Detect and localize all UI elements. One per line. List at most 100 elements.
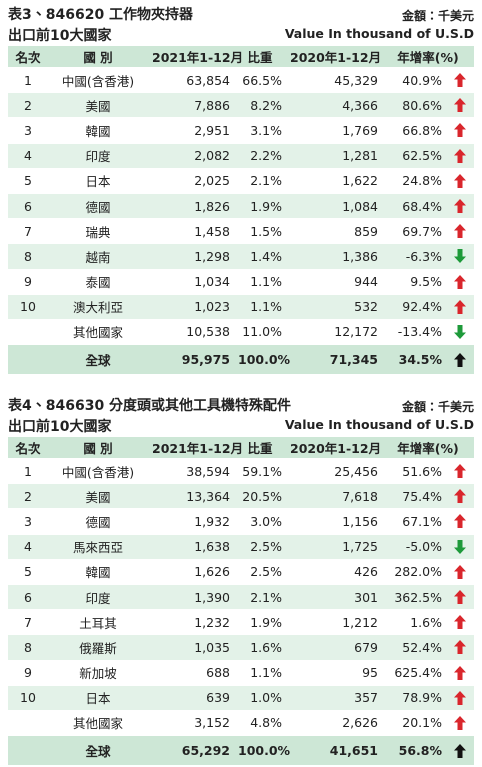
arrow-shape [454,665,466,680]
table-cell: 俄羅斯 [48,634,148,661]
trend-arrow [454,690,466,705]
arrow-cell [446,218,475,245]
trend-arrow [454,640,466,655]
data-row: 7 瑞典 1,458 1.5% 859 69.7% [8,218,475,245]
table-cell: 45,329 [286,67,382,94]
trend-arrow [454,73,466,88]
table-cell: 7,886 [148,92,234,119]
unit-label-en: Value In thousand of U.S.D [284,26,474,41]
arrow-shape [454,249,466,264]
table-cell: -13.4% [382,319,446,346]
data-row: 1 中國(含香港) 63,854 66.5% 45,329 40.9% [8,67,475,94]
trend-arrow [454,148,466,163]
table-cell: 8.2% [234,92,286,119]
header-row: 名次國 別 2021年1-12月 比重 2020年1-12月 年增率(%) [8,437,475,459]
table-cell: 40.9% [382,67,446,94]
table-cell: 63,854 [148,67,234,94]
total-row: 全球 65,292 100.0% 41,651 56.8% [8,735,475,767]
table-subtitle: 出口前10大國家 [8,419,112,435]
table-cell: 美國 [48,483,148,510]
column-header: 名次 [8,46,48,68]
table-cell: -6.3% [382,243,446,270]
table-cell: 越南 [48,243,148,270]
table-cell: 日本 [48,168,148,194]
arrow-shape [454,324,466,339]
arrow-shape [454,352,466,367]
table-cell: 1,386 [286,243,382,270]
table-cell: 5 [8,168,48,194]
table-cell: 德國 [48,508,148,535]
table-cell: 69.7% [382,218,446,245]
trend-arrow [454,123,466,138]
column-header: 名次 [8,437,48,459]
table-cell: 10,538 [148,319,234,346]
table-cell: 639 [148,685,234,711]
table-cell: 1.1% [234,660,286,686]
column-header: 國 別 [48,437,148,459]
empty-cell [8,710,48,737]
column-header: 年增率(%) [382,437,475,459]
table-cell: 59.1% [234,458,286,485]
table-cell: 1,156 [286,508,382,535]
table-cell: 13,364 [148,483,234,510]
table-cell: 1,034 [148,269,234,295]
table-cell: 2 [8,483,48,510]
table-cell: 1.6% [382,609,446,636]
arrow-cell [446,559,475,585]
arrow-cell [446,168,475,194]
arrow-cell [446,143,475,169]
total-cell: 65,292 [148,735,234,767]
data-row: 2 美國 13,364 20.5% 7,618 75.4% [8,483,475,510]
table-cell: 1.6% [234,634,286,661]
arrow-shape [454,299,466,314]
table-cell: 1,826 [148,193,234,220]
arrow-shape [454,715,466,730]
table-cell: 7 [8,218,48,245]
trend-arrow [454,98,466,113]
trend-arrow [454,590,466,605]
data-row: 5 日本 2,025 2.1% 1,622 24.8% [8,168,475,194]
total-cell: 100.0% [234,344,290,376]
table-cell: 20.5% [234,483,286,510]
data-row: 8 俄羅斯 1,035 1.6% 679 52.4% [8,634,475,661]
data-row: 5 韓國 1,626 2.5% 426 282.0% [8,559,475,585]
table-header: 表3、846620 工作物夾持器 出口前10大國家 金額：千美元 Value In t… [8,0,474,46]
table-cell: 95 [286,660,382,686]
trend-arrow [454,173,466,188]
column-header: 比重 [234,46,286,68]
table-cell: 1,084 [286,193,382,220]
total-cell: 56.8% [382,735,446,767]
table-cell: 1.0% [234,685,286,711]
arrow-shape [454,564,466,579]
table-cell: 25,456 [286,458,382,485]
table-cell: 土耳其 [48,609,148,636]
table-cell: 7 [8,609,48,636]
table-cell: 1,458 [148,218,234,245]
table-cell: 2.2% [234,143,286,169]
empty-cell [8,319,48,346]
table-cell: 其他國家 [48,319,148,346]
table-cell: 78.9% [382,685,446,711]
table-subtitle: 出口前10大國家 [8,28,112,44]
table-cell: 1,212 [286,609,382,636]
total-cell: 100.0% [234,735,290,767]
table-cell: 688 [148,660,234,686]
table-cell: 532 [286,294,382,320]
arrow-shape [454,690,466,705]
table-cell: 9 [8,660,48,686]
data-row: 4 馬來西亞 1,638 2.5% 1,725 -5.0% [8,534,475,560]
column-header: 年增率(%) [382,46,475,68]
arrow-shape [454,173,466,188]
arrow-shape [454,640,466,655]
table-cell: 3 [8,117,48,144]
table-cell: 6 [8,193,48,220]
table-cell: 11.0% [234,319,286,346]
table-cell: 75.4% [382,483,446,510]
table-cell: 1 [8,458,48,485]
data-row: 8 越南 1,298 1.4% 1,386 -6.3% [8,243,475,270]
data-row: 6 德國 1,826 1.9% 1,084 68.4% [8,193,475,220]
header-row: 名次國 別 2021年1-12月 比重 2020年1-12月 年增率(%) [8,46,475,68]
column-header: 比重 [234,437,286,459]
table-cell: 68.4% [382,193,446,220]
table-cell: 日本 [48,685,148,711]
